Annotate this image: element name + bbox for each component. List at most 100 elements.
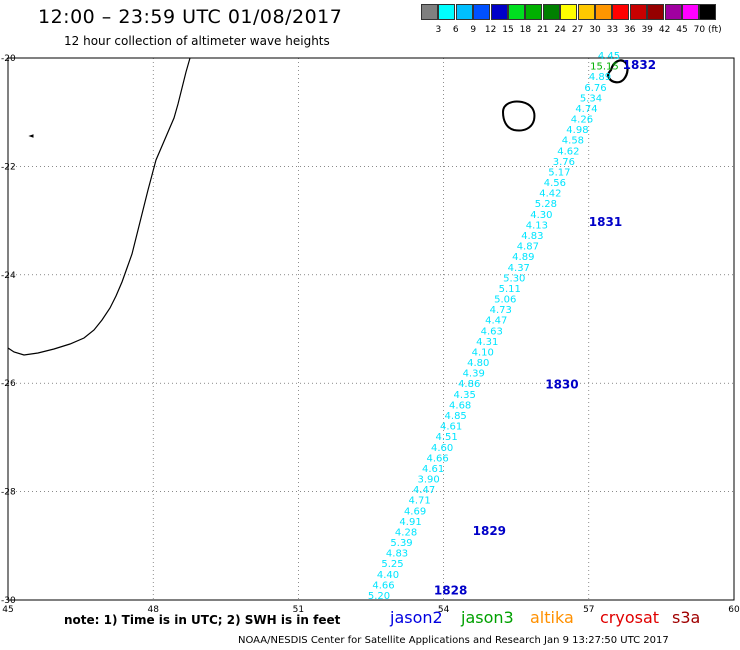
legend-label: 42 xyxy=(658,25,671,35)
legend-label: 3 xyxy=(435,25,442,35)
wave-height-value: 4.45 xyxy=(598,51,620,62)
wave-height-value: 4.56 xyxy=(544,178,566,189)
wave-height-value: 4.71 xyxy=(408,496,430,507)
map-subtitle: 12 hour collection of altimeter wave hei… xyxy=(64,34,330,48)
mauritius-island xyxy=(607,59,629,84)
legend-swatch xyxy=(473,4,491,20)
wave-height-value: 5.39 xyxy=(390,538,412,549)
footnote: note: 1) Time is in UTC; 2) SWH is in fe… xyxy=(64,613,341,627)
legend-label: 39 xyxy=(641,25,653,35)
wave-height-value: 5.28 xyxy=(535,199,557,210)
wave-height-value: 5.17 xyxy=(548,167,570,178)
wave-height-value: 4.89 xyxy=(512,252,534,263)
legend-label: 45 xyxy=(676,25,688,35)
legend-label: 18 xyxy=(519,25,532,35)
legend-label: 30 xyxy=(589,25,601,35)
wave-height-value: 4.26 xyxy=(571,115,593,126)
credit-line: NOAA/NESDIS Center for Satellite Applica… xyxy=(238,635,669,646)
map-frame xyxy=(7,57,735,601)
satellite-name-altika: altika xyxy=(530,608,574,627)
legend-label: 27 xyxy=(571,25,584,35)
wave-height-value: 4.51 xyxy=(436,432,458,443)
reunion-island xyxy=(501,100,536,132)
orbit-number-label: 1829 xyxy=(473,524,506,538)
legend-swatch xyxy=(629,4,647,20)
legend-swatch xyxy=(438,4,456,20)
legend-label: 6 xyxy=(452,25,459,35)
satellite-name-s3a: s3a xyxy=(672,608,701,627)
wave-height-value: 4.63 xyxy=(481,326,503,337)
wave-height-value: 4.35 xyxy=(454,390,476,401)
wave-height-value: 4.47 xyxy=(485,316,507,327)
wave-height-value: 15.15 xyxy=(590,62,619,73)
wave-height-value: 4.58 xyxy=(562,136,584,147)
wave-height-value: 4.73 xyxy=(490,305,512,316)
wave-height-value: 4.66 xyxy=(372,580,394,591)
legend-label: 12 xyxy=(484,25,497,35)
wave-height-value: 5.06 xyxy=(494,295,516,306)
wave-height-value: 4.69 xyxy=(404,506,426,517)
wave-height-value: 4.68 xyxy=(449,400,471,411)
lat-tick-label: -30 xyxy=(1,596,16,606)
wave-height-value: 5.20 xyxy=(368,591,390,602)
wave-height-value: 5.30 xyxy=(503,273,525,284)
satellite-name-cryosat: cryosat xyxy=(600,608,660,627)
wave-height-value: 4.86 xyxy=(458,379,480,390)
wave-height-value: 4.83 xyxy=(386,549,408,560)
legend-swatch xyxy=(455,4,473,20)
lon-tick-label: 60 xyxy=(728,605,740,615)
wave-height-value: 4.47 xyxy=(413,485,435,496)
wave-height-value: 4.13 xyxy=(526,220,548,231)
wave-height-value: 5.11 xyxy=(499,284,521,295)
wave-height-value: 4.60 xyxy=(431,443,453,454)
wave-height-value: 4.39 xyxy=(463,369,485,380)
wave-height-value: 4.98 xyxy=(566,125,588,136)
legend-swatch xyxy=(682,4,699,20)
legend-unit: (ft) xyxy=(708,25,722,35)
lon-tick-label: 57 xyxy=(583,605,594,615)
legend-swatch xyxy=(595,4,612,20)
wave-height-value: 4.87 xyxy=(517,242,539,253)
wave-height-value: 4.10 xyxy=(472,347,494,358)
wave-height-value: 4.62 xyxy=(557,146,579,157)
wave-height-value: 4.80 xyxy=(467,358,489,369)
wave-height-value: 4.31 xyxy=(476,337,498,348)
legend-swatch xyxy=(560,4,578,20)
wave-height-value: 4.30 xyxy=(530,210,552,221)
wave-height-value: 4.40 xyxy=(377,570,399,581)
legend-swatch xyxy=(647,4,665,20)
legend-swatch xyxy=(490,4,508,20)
legend-swatch xyxy=(542,4,560,20)
wave-height-value: 3.76 xyxy=(553,157,575,168)
wave-height-value: 4.28 xyxy=(395,527,417,538)
orbit-number-label: 1832 xyxy=(623,58,656,72)
orbit-number-label: 1830 xyxy=(545,378,578,392)
legend-label: 33 xyxy=(606,25,619,35)
wave-height-value: 5.34 xyxy=(580,93,602,104)
wave-height-value: 5.25 xyxy=(381,559,403,570)
madagascar-coastline xyxy=(7,57,191,356)
orbit-number-label: 1828 xyxy=(434,584,467,598)
wave-height-value: 3.90 xyxy=(417,475,439,486)
legend-swatch xyxy=(525,4,543,20)
legend-swatch xyxy=(699,4,717,20)
wave-height-value: 4.89 xyxy=(589,72,611,83)
wave-height-value: 4.85 xyxy=(445,411,467,422)
legend-label: 36 xyxy=(624,25,636,35)
legend-swatch xyxy=(421,4,438,20)
legend-swatch xyxy=(577,4,595,20)
wave-height-value: 4.42 xyxy=(539,189,561,200)
wave-height-value: 4.61 xyxy=(440,422,462,433)
legend-swatch xyxy=(664,4,682,20)
lon-tick-label: 45 xyxy=(2,605,13,615)
orbit-number-label: 1831 xyxy=(589,215,622,229)
lon-tick-label: 54 xyxy=(438,605,450,615)
legend-label: 70 xyxy=(693,25,706,35)
legend-label: 9 xyxy=(470,25,477,35)
lon-tick-label: 51 xyxy=(293,605,304,615)
legend-label: 24 xyxy=(554,25,566,35)
wave-height-value: 4.37 xyxy=(508,263,530,274)
legend-label: 21 xyxy=(537,25,549,35)
satellite-name-jason2: jason2 xyxy=(390,608,443,627)
